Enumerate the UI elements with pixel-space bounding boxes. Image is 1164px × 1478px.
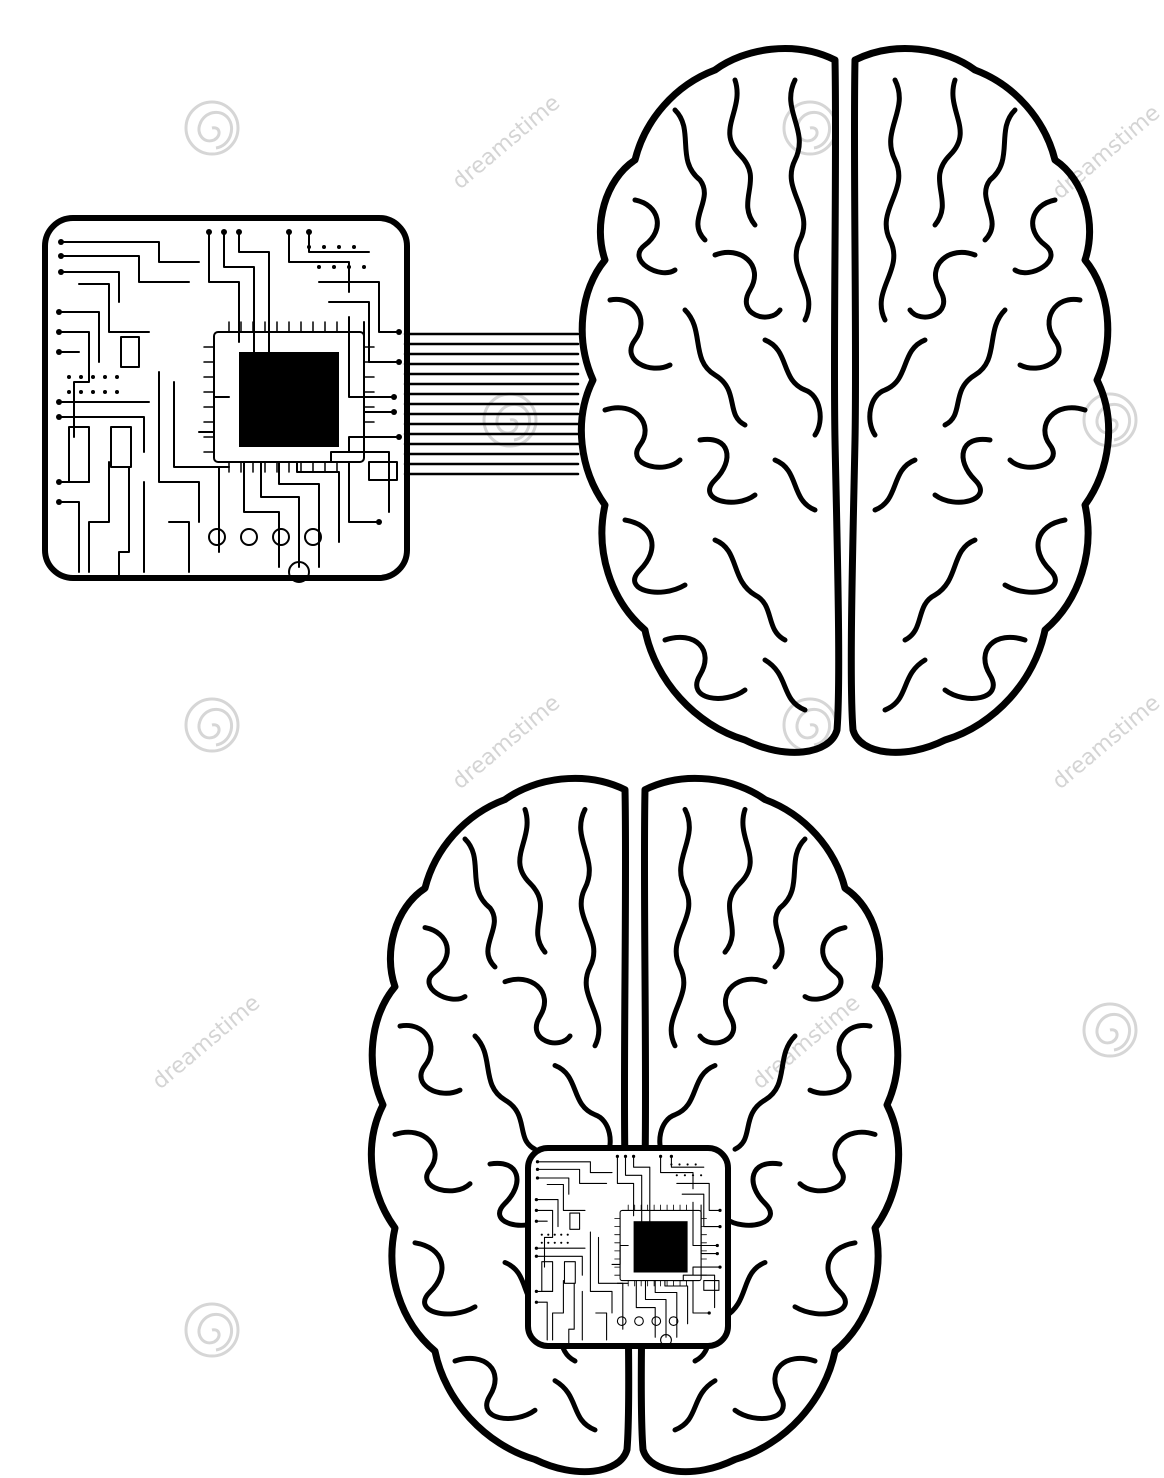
ribbon-cable [403, 332, 580, 476]
top-brain [581, 49, 1108, 753]
spiral-logo-icon [184, 697, 240, 753]
embedded-circuit-chip [525, 1145, 731, 1349]
spiral-logo-icon [184, 1302, 240, 1358]
watermark-text: dreamstime [1048, 691, 1164, 795]
spiral-logo-icon [1082, 1002, 1138, 1058]
spiral-logo-icon [184, 100, 240, 156]
watermark-text: dreamstime [148, 991, 265, 1095]
spiral-logo-icon [482, 392, 538, 448]
top-circuit-chip [42, 215, 410, 583]
bottom-brain [371, 778, 898, 1471]
watermark-text: dreamstime [448, 91, 565, 195]
watermark-text: dreamstime [1048, 101, 1164, 205]
